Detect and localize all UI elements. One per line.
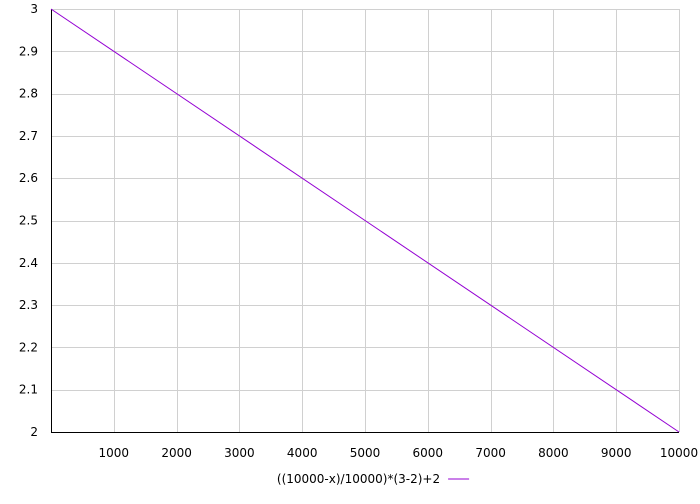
tick-labels: 1000 2000 3000 4000 5000 6000 7000 8000 9000 1000… (19, 2, 698, 460)
y-tick-label: 2.9 (19, 44, 38, 58)
y-tick-label: 2.8 (19, 87, 38, 101)
x-tick-label: 6000 (413, 446, 444, 460)
axes (51, 9, 679, 433)
x-tick-label: 3000 (224, 446, 255, 460)
series-line (50, 8, 680, 433)
y-tick-label: 2.5 (19, 214, 38, 228)
series-lines (50, 8, 680, 433)
legend-label: ((10000-x)/10000)*(3-2)+2 (277, 472, 440, 486)
x-tick-label: 9000 (601, 446, 632, 460)
y-tick-label: 2.6 (19, 171, 38, 185)
x-tick-label: 4000 (287, 446, 318, 460)
y-tick-label: 3 (30, 2, 38, 16)
x-tick-label: 5000 (350, 446, 381, 460)
y-tick-label: 2.2 (19, 340, 38, 354)
y-tick-label: 2.3 (19, 298, 38, 312)
y-tick-label: 2 (30, 425, 38, 439)
x-tick-label: 10000 (660, 446, 698, 460)
x-tick-label: 2000 (161, 446, 192, 460)
y-tick-label: 2.1 (19, 383, 38, 397)
x-tick-label: 1000 (99, 446, 130, 460)
y-tick-label: 2.7 (19, 129, 38, 143)
x-tick-label: 7000 (475, 446, 506, 460)
x-tick-label: 8000 (538, 446, 569, 460)
legend: ((10000-x)/10000)*(3-2)+2 (277, 472, 470, 486)
y-tick-label: 2.4 (19, 256, 38, 270)
